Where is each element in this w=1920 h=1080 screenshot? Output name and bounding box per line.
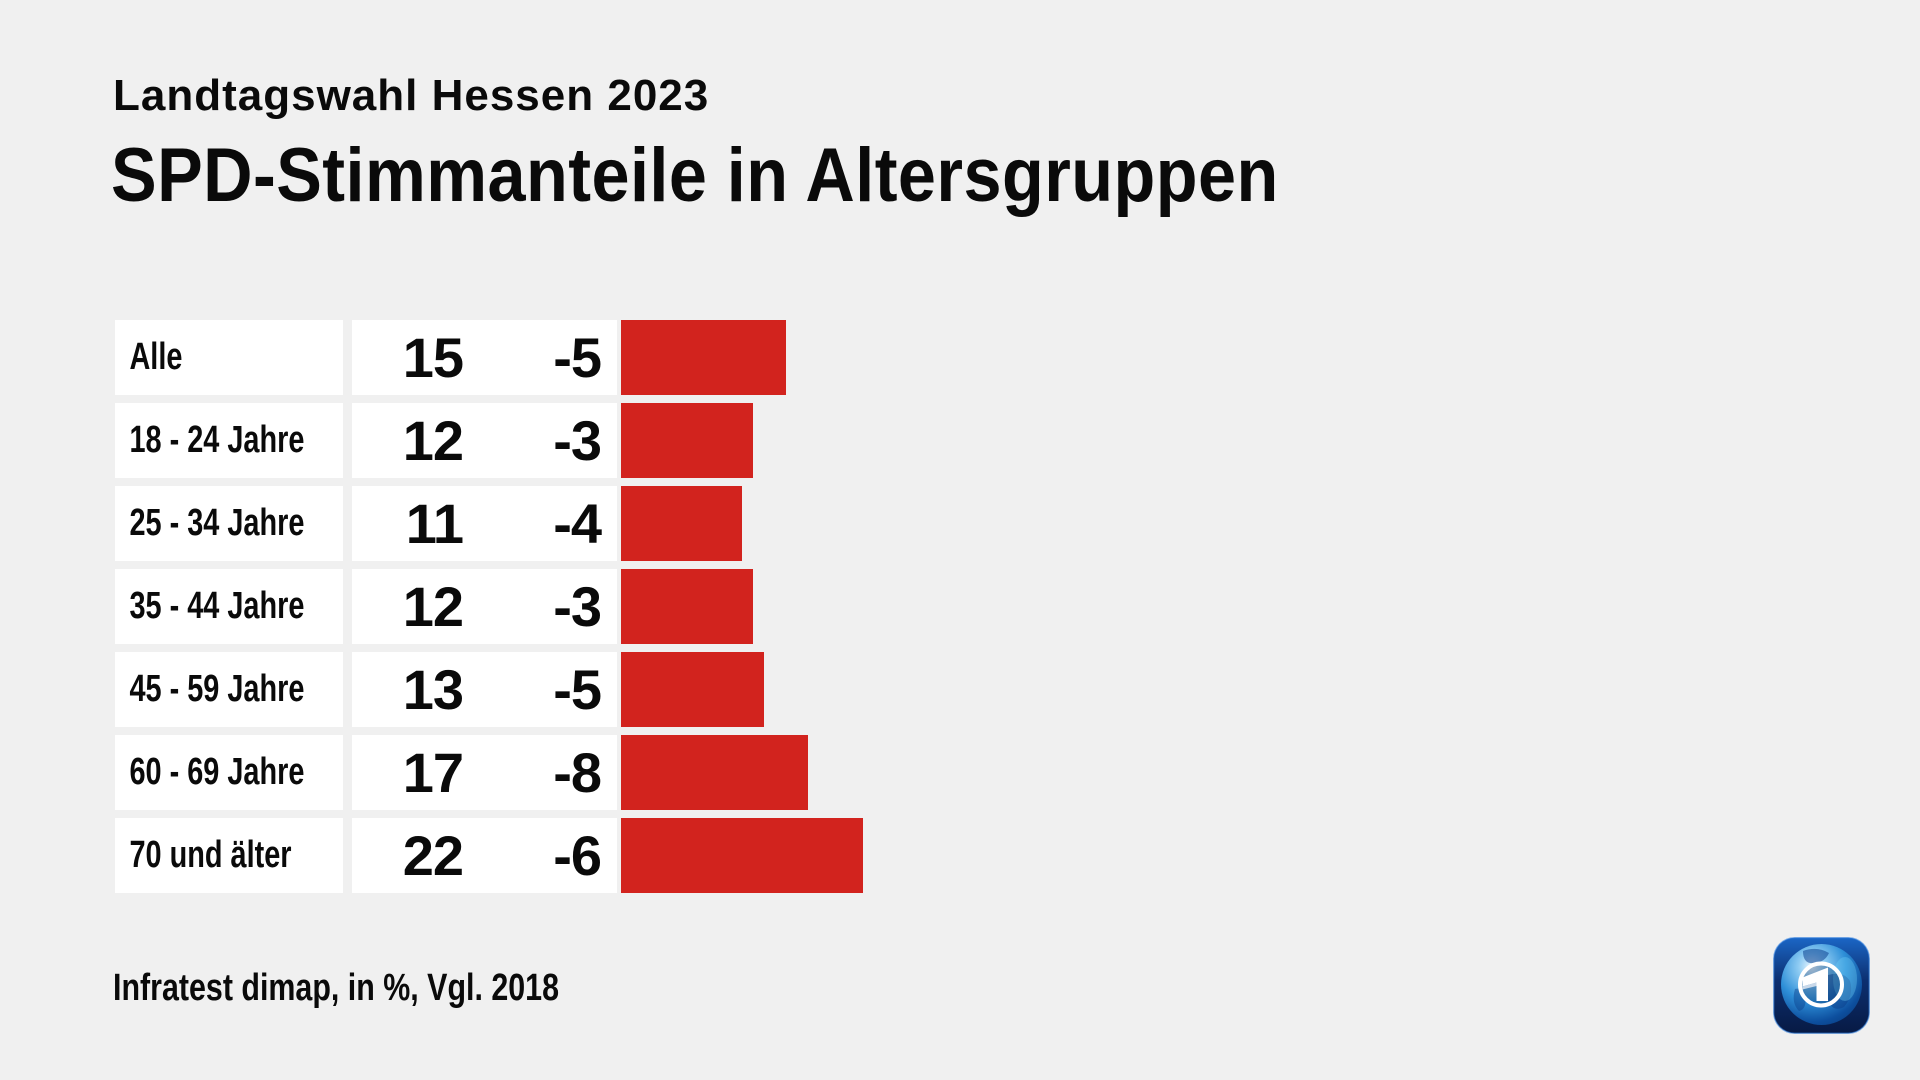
row-value: 15 — [402, 326, 464, 389]
chart-row: Alle 15 -5 — [115, 320, 863, 395]
chart-row: 60 - 69 Jahre 17 -8 — [115, 735, 863, 810]
row-value-box: 12 -3 — [352, 569, 617, 644]
chart-row: 45 - 59 Jahre 13 -5 — [115, 652, 863, 727]
row-value-box: 13 -5 — [352, 652, 617, 727]
row-bar — [621, 569, 753, 644]
row-label-box: 18 - 24 Jahre — [115, 403, 343, 478]
row-bar — [621, 486, 742, 561]
row-change: -4 — [553, 492, 602, 555]
ard-logo-icon — [1773, 937, 1870, 1034]
row-value: 17 — [402, 741, 464, 804]
row-label: 70 und älter — [129, 834, 292, 876]
row-change: -5 — [553, 658, 602, 721]
chart-row: 70 und älter 22 -6 — [115, 818, 863, 893]
row-value-box: 11 -4 — [352, 486, 617, 561]
row-change: -3 — [553, 575, 602, 638]
row-label: 18 - 24 Jahre — [129, 419, 305, 461]
row-label-box: 35 - 44 Jahre — [115, 569, 343, 644]
row-label-box: 60 - 69 Jahre — [115, 735, 343, 810]
row-label: 45 - 59 Jahre — [129, 668, 305, 710]
chart-kicker: Landtagswahl Hessen 2023 — [113, 71, 710, 120]
row-value: 12 — [402, 409, 464, 472]
row-bar — [621, 403, 753, 478]
chart-row: 25 - 34 Jahre 11 -4 — [115, 486, 863, 561]
row-value-box: 12 -3 — [352, 403, 617, 478]
row-change: -6 — [553, 824, 602, 887]
row-label: 35 - 44 Jahre — [129, 585, 305, 627]
row-value-box: 15 -5 — [352, 320, 617, 395]
row-change: -3 — [553, 409, 602, 472]
row-value: 13 — [402, 658, 464, 721]
chart-row: 18 - 24 Jahre 12 -3 — [115, 403, 863, 478]
row-label-box: 45 - 59 Jahre — [115, 652, 343, 727]
source-note: Infratest dimap, in %, Vgl. 2018 — [113, 967, 559, 1009]
row-label: 60 - 69 Jahre — [129, 751, 305, 793]
row-label: 25 - 34 Jahre — [129, 502, 305, 544]
chart-title: SPD-Stimmanteile in Altersgruppen — [111, 133, 1279, 218]
row-bar — [621, 652, 764, 727]
row-value: 12 — [402, 575, 464, 638]
row-label: Alle — [129, 336, 183, 378]
bar-chart: Alle 15 -5 18 - 24 Jahre 12 -3 25 - 34 J… — [115, 320, 863, 901]
row-label-box: 25 - 34 Jahre — [115, 486, 343, 561]
row-change: -8 — [553, 741, 602, 804]
row-change: -5 — [553, 326, 602, 389]
row-value-box: 17 -8 — [352, 735, 617, 810]
row-bar — [621, 320, 786, 395]
row-value: 11 — [405, 492, 464, 555]
chart-row: 35 - 44 Jahre 12 -3 — [115, 569, 863, 644]
row-bar — [621, 735, 808, 810]
row-bar — [621, 818, 863, 893]
row-value: 22 — [402, 824, 464, 887]
row-label-box: Alle — [115, 320, 343, 395]
row-label-box: 70 und älter — [115, 818, 343, 893]
row-value-box: 22 -6 — [352, 818, 617, 893]
